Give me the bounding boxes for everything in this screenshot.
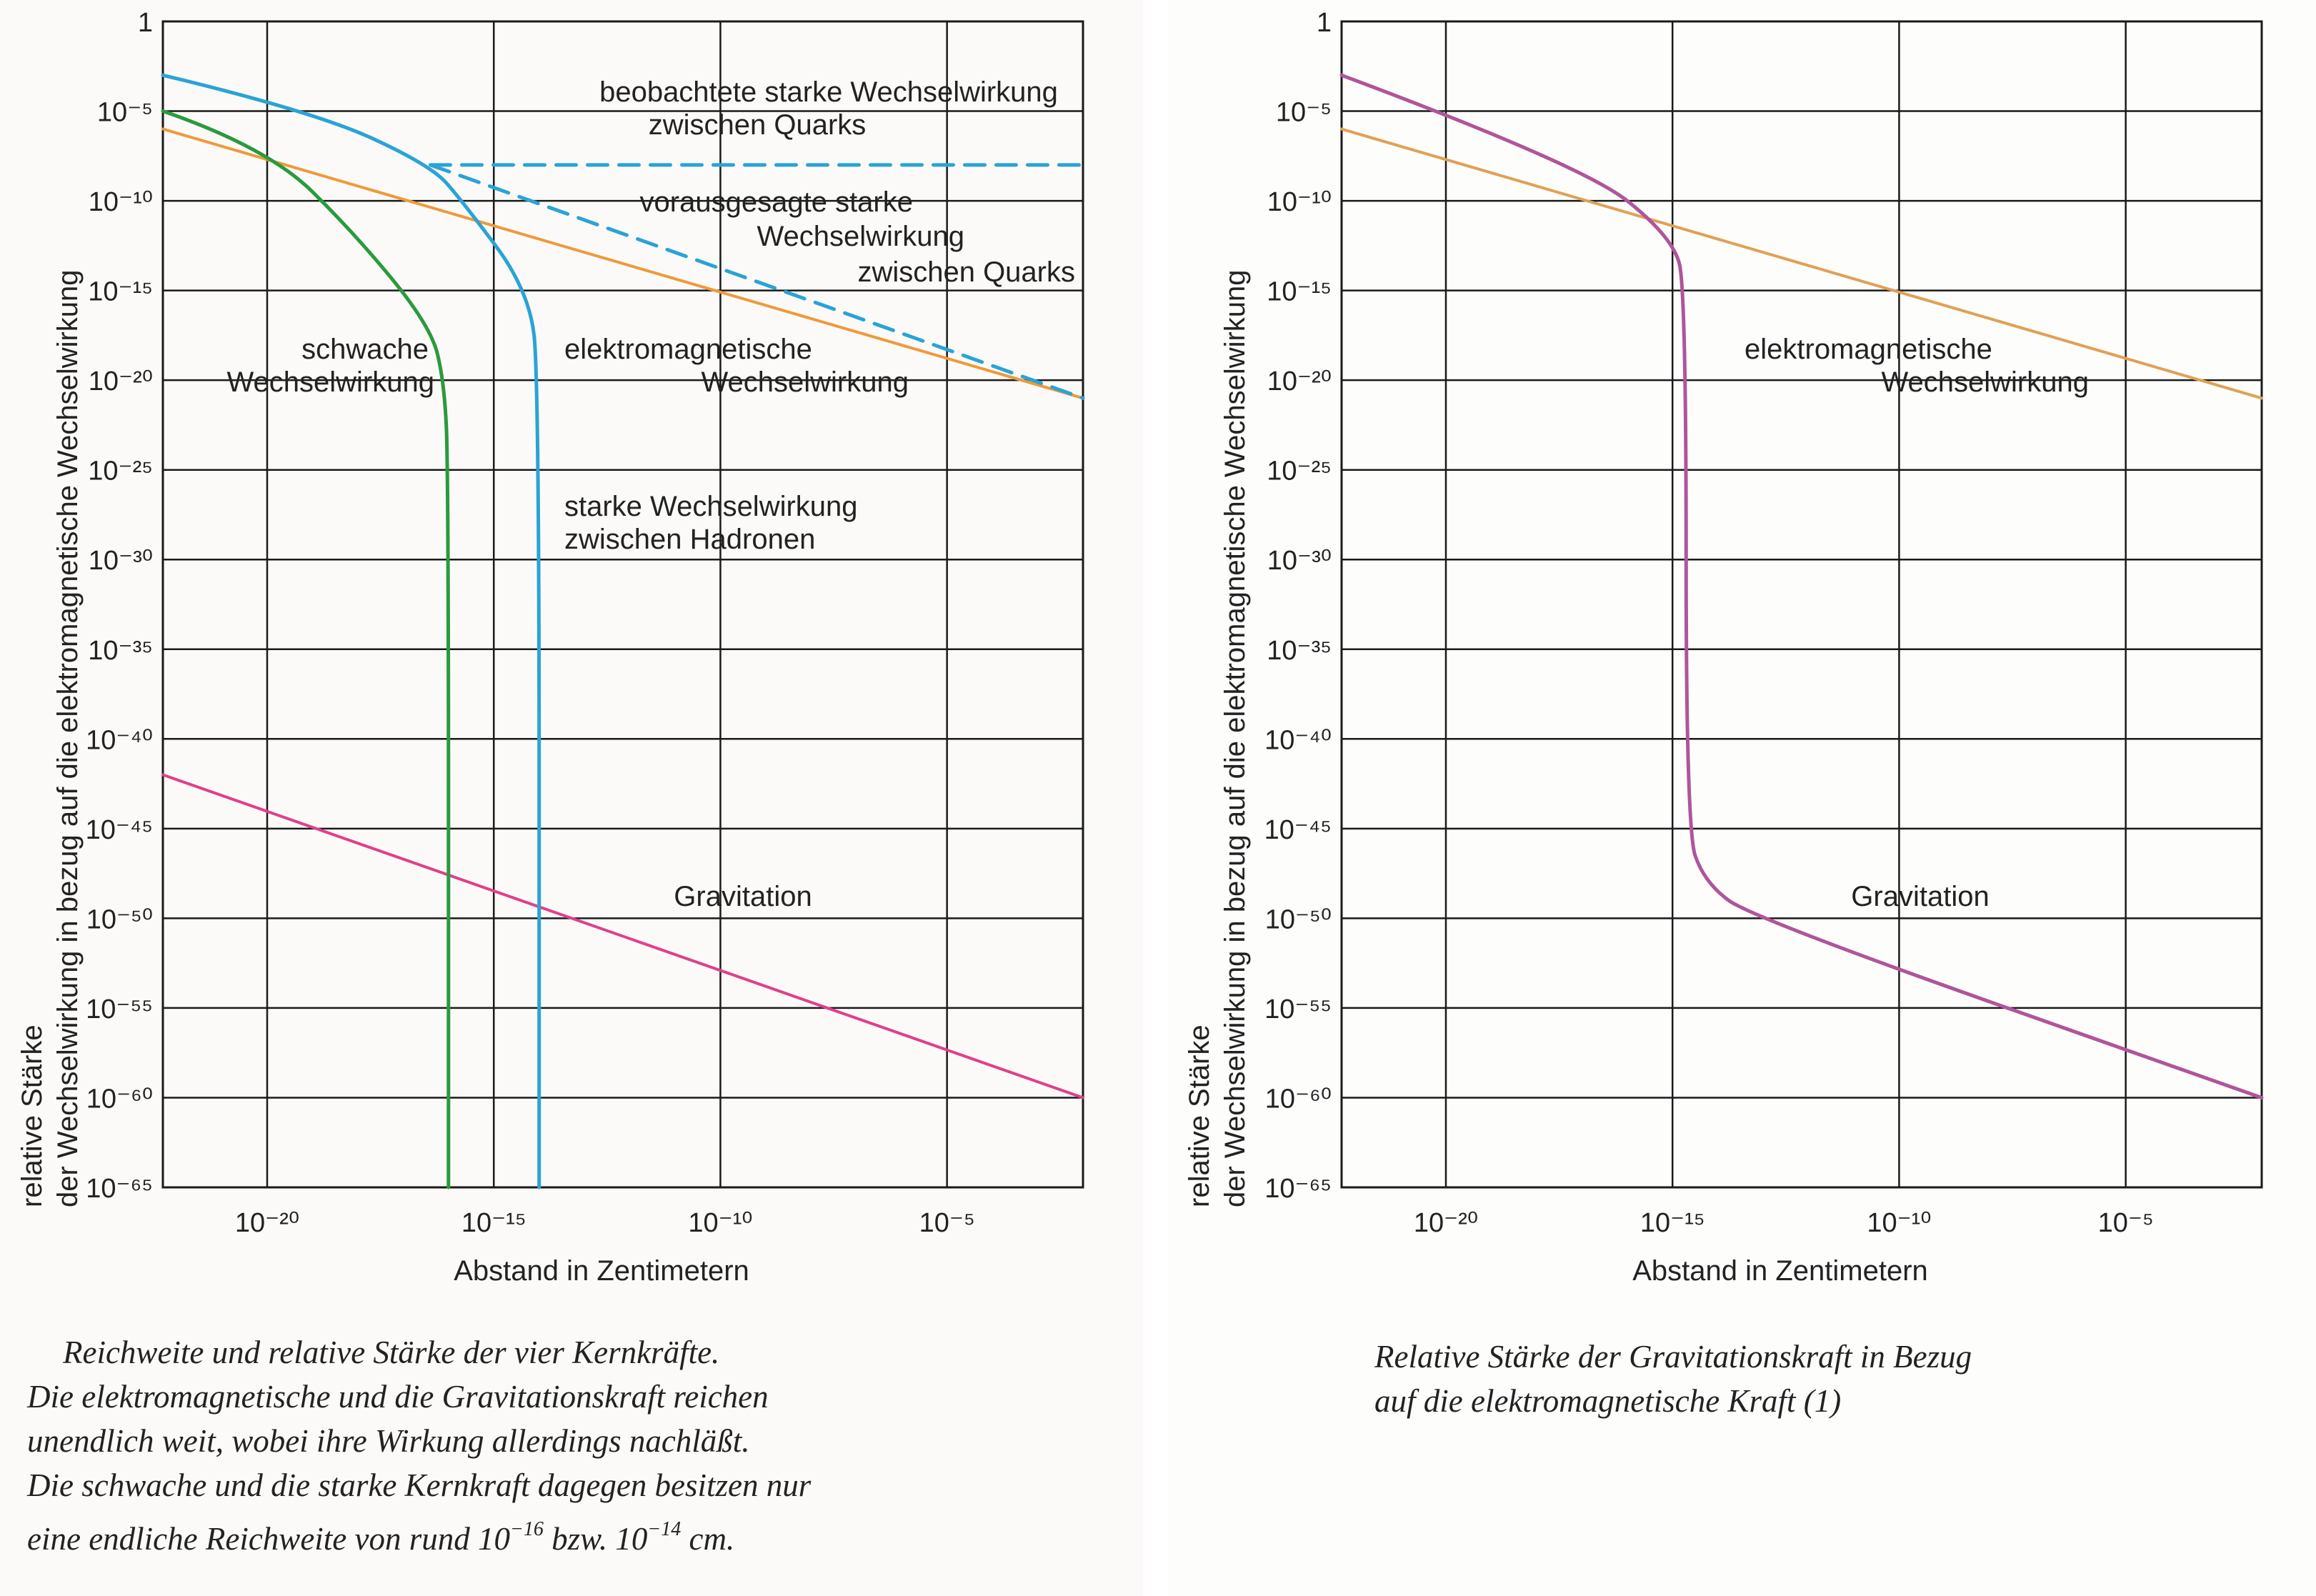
left-caption-line-4: Die schwache und die starke Kernkraft da… (27, 1467, 812, 1503)
y-axis-label-line-2: der Wechselwirkung in bezug auf die elek… (52, 269, 84, 1207)
left-caption-line-5c: cm. (689, 1521, 735, 1557)
left-caption-exponent-1: −16 (510, 1518, 544, 1540)
y-tick-label: 10⁻¹⁵ (88, 277, 153, 307)
label-predicted-1: vorausgesagte starke (640, 186, 913, 218)
label-weak-1: schwache (301, 334, 429, 365)
x-tick-label: 10⁻¹⁵ (1640, 1208, 1705, 1238)
y-tick-label: 10⁻⁵⁰ (86, 904, 153, 934)
label-em-1: elektromagnetische (564, 334, 812, 365)
left-caption-exponent-2: −14 (647, 1518, 682, 1540)
right-caption-line-2: auf die elektromagnetische Kraft (1) (1374, 1383, 1842, 1419)
x-tick-label: 10⁻⁵ (919, 1208, 975, 1238)
y-tick-label: 10⁻⁶⁵ (86, 1174, 153, 1204)
series-gravitation (1339, 73, 2264, 1099)
label-hadrons-1: starke Wechselwirkung (564, 491, 858, 522)
x-tick-label: 10⁻¹⁰ (1867, 1208, 1931, 1238)
series-weak (161, 109, 451, 1189)
label-hadrons-2: zwischen Hadronen (564, 524, 815, 555)
x-tick-label: 10⁻¹⁰ (688, 1208, 752, 1238)
y-axis-label-line-2: der Wechselwirkung in bezug auf die elek… (1219, 269, 1251, 1207)
left-caption-line-1: Reichweite und relative Stärke der vier … (63, 1335, 720, 1370)
y-tick-label: 10⁻²⁵ (1267, 457, 1332, 487)
y-tick-label: 10⁻²⁵ (88, 457, 153, 487)
label-gravitation: Gravitation (1851, 881, 1989, 912)
right-chart: 1 10⁻⁵ 10⁻¹⁰ 10⁻¹⁵ 10⁻²⁰ 10⁻²⁵ 10⁻³⁰ 10⁻³⁵ 10⁻⁴⁰… (1184, 8, 2264, 1287)
label-gravitation: Gravitation (674, 881, 812, 912)
y-tick-label: 10⁻³⁰ (89, 546, 153, 576)
y-tick-label: 10⁻¹⁰ (1267, 187, 1332, 217)
label-em-2: Wechselwirkung (1882, 366, 2090, 398)
x-tick-label: 10⁻²⁰ (1414, 1208, 1478, 1238)
y-tick-label: 10⁻⁶⁵ (1264, 1174, 1332, 1204)
y-tick-label: 10⁻¹⁵ (1267, 277, 1332, 307)
left-caption: Reichweite und relative Stärke der vier … (27, 1330, 1127, 1561)
left-caption-line-2: Die elektromagnetische und die Gravitati… (27, 1379, 769, 1415)
x-axis-label: Abstand in Zentimetern (1632, 1255, 1928, 1287)
label-em-2: Wechselwirkung (702, 366, 909, 398)
y-tick-label: 10⁻⁴⁵ (1264, 815, 1332, 845)
x-tick-label: 10⁻¹⁵ (461, 1208, 526, 1238)
y-tick-label: 10⁻³⁵ (1267, 636, 1332, 666)
y-tick-label: 10⁻³⁵ (88, 636, 153, 666)
y-tick-label: 1 (138, 8, 153, 38)
x-axis-label: Abstand in Zentimetern (454, 1255, 749, 1287)
y-tick-label: 10⁻⁶⁰ (86, 1084, 153, 1114)
series-gravitation (161, 773, 1084, 1099)
y-tick-label: 10⁻⁴⁰ (86, 725, 153, 755)
label-predicted-2: Wechselwirkung (757, 221, 965, 252)
label-predicted-3: zwischen Quarks (857, 256, 1075, 288)
right-caption: Relative Stärke der Gravitationskraft in… (1374, 1335, 2303, 1423)
y-tick-label: 10⁻⁵⁵ (1264, 994, 1332, 1024)
y-tick-label: 10⁻⁵⁵ (86, 994, 153, 1024)
plot-frame (161, 20, 1084, 1189)
series-electromagnetic (161, 127, 1084, 400)
label-observed-quarks-1: beobachtete starke Wechselwirkung (599, 76, 1058, 108)
y-tick-label: 10⁻⁵ (97, 98, 153, 128)
y-tick-label: 10⁻⁵⁰ (1265, 904, 1332, 934)
left-caption-line-5a: eine endliche Reichweite von rund 10 (27, 1521, 511, 1557)
left-panel: 1 10⁻⁵ 10⁻¹⁰ 10⁻¹⁵ 10⁻²⁰ 10⁻²⁵ 10⁻³⁰ 10⁻³⁵ 10⁻⁴⁰… (0, 0, 1143, 1596)
y-axis-label-line-1: relative Stärke (16, 1024, 48, 1207)
label-observed-quarks-2: zwischen Quarks (649, 109, 867, 141)
series-electromagnetic (1340, 127, 2263, 400)
left-chart: 1 10⁻⁵ 10⁻¹⁰ 10⁻¹⁵ 10⁻²⁰ 10⁻²⁵ 10⁻³⁰ 10⁻³⁵ 10⁻⁴⁰… (16, 8, 1085, 1287)
label-em-1: elektromagnetische (1745, 334, 1992, 365)
series-predicted-quarks (429, 163, 1085, 400)
y-tick-label: 10⁻⁶⁰ (1265, 1084, 1332, 1114)
left-caption-line-3: unendlich weit, wobei ihre Wirkung aller… (27, 1423, 750, 1459)
y-tick-label: 10⁻²⁰ (89, 366, 153, 396)
left-caption-line-5b: bzw. 10 (551, 1521, 648, 1557)
series-strong-hadrons (161, 73, 541, 1189)
plot-frame (1340, 20, 2263, 1189)
left-caption-line-5: eine endliche Reichweite von rund 10−16 … (27, 1507, 1127, 1561)
y-tick-label: 10⁻¹⁰ (89, 187, 153, 217)
right-panel: 1 10⁻⁵ 10⁻¹⁰ 10⁻¹⁵ 10⁻²⁰ 10⁻²⁵ 10⁻³⁰ 10⁻³⁵ 10⁻⁴⁰… (1167, 0, 2316, 1596)
x-tick-label: 10⁻²⁰ (235, 1208, 299, 1238)
y-tick-label: 10⁻⁴⁰ (1264, 725, 1332, 755)
y-tick-label: 10⁻²⁰ (1267, 366, 1332, 396)
x-tick-label: 10⁻⁵ (2098, 1208, 2154, 1238)
y-tick-label: 10⁻⁵ (1276, 98, 1332, 128)
panel-divider (1143, 0, 1167, 1596)
label-weak-2: Wechselwirkung (227, 366, 435, 398)
right-caption-line-1: Relative Stärke der Gravitationskraft in… (1374, 1339, 1972, 1375)
y-tick-label: 10⁻⁴⁵ (86, 815, 153, 845)
y-tick-label: 1 (1317, 8, 1332, 38)
y-tick-label: 10⁻³⁰ (1267, 546, 1332, 576)
y-axis-label-line-1: relative Stärke (1184, 1024, 1215, 1207)
